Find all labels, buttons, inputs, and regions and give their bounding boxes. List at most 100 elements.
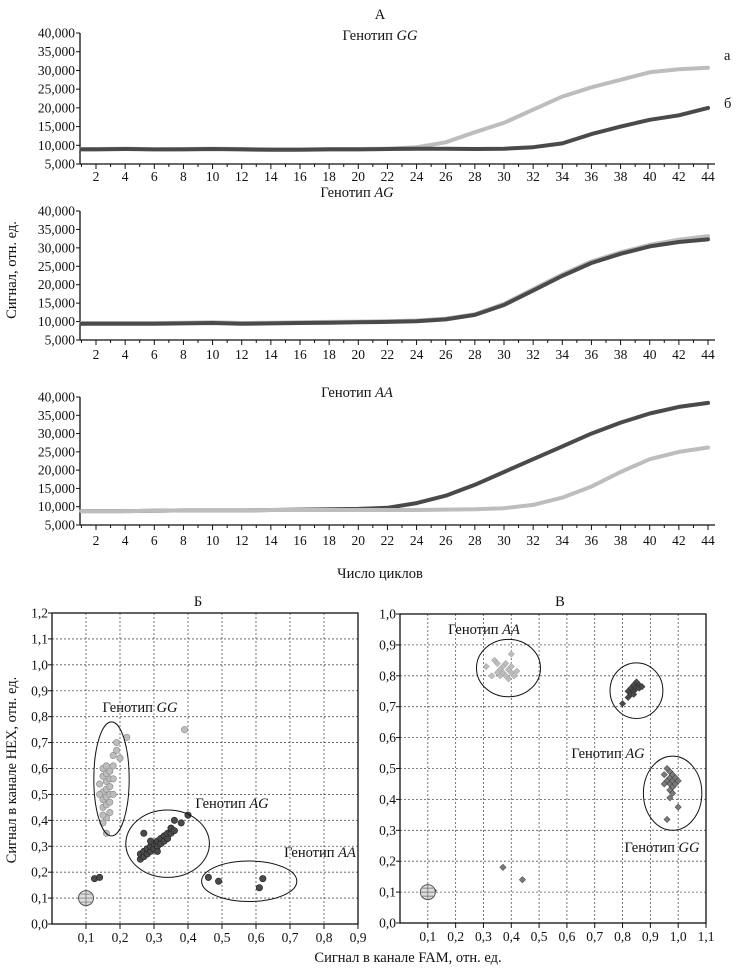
x-tick-label: 0,4 — [180, 930, 197, 945]
x-tick-label: 36 — [585, 169, 599, 184]
figure-b-label: Б — [194, 594, 202, 610]
x-tick-label: 24 — [410, 169, 424, 184]
x-tick-label: 10 — [206, 169, 220, 184]
x-tick-label: 40 — [643, 169, 657, 184]
x-tick-label: 22 — [381, 347, 395, 362]
y-tick-label: 30,000 — [38, 426, 75, 441]
x-tick-label: 14 — [264, 169, 278, 184]
y-tick-label: 5,000 — [45, 333, 76, 348]
x-tick-label: 24 — [410, 347, 424, 362]
x-tick-label: 12 — [235, 533, 249, 548]
y-tick-label: 5,000 — [45, 518, 76, 533]
x-tick-label: 6 — [151, 533, 158, 548]
data-point — [140, 829, 148, 837]
x-tick-label: 16 — [293, 533, 307, 548]
x-tick-label: 28 — [468, 169, 482, 184]
y-tick-label: 30,000 — [38, 63, 75, 78]
data-point — [638, 683, 646, 691]
scatter-chart-2: 0,1 0,2 0,3 0,4 0,5 0,6 0,7 0,8 0,9 1,0 1,1 0,0 0,1 0… — [379, 607, 714, 945]
data-point — [674, 803, 682, 811]
ntc-crosshair — [78, 890, 94, 906]
cluster-ellipse — [93, 721, 130, 837]
x-tick-label: 0,2 — [112, 930, 129, 945]
x-tick-label: 30 — [497, 169, 511, 184]
x-tick-label: 30 — [497, 347, 511, 362]
genotype-label: Генотип GG — [103, 700, 178, 716]
cluster-ellipse — [642, 755, 703, 831]
x-tick-label: 16 — [293, 169, 307, 184]
x-tick-label: 6 — [151, 169, 158, 184]
data-point — [255, 884, 263, 892]
x-tick-label: 2 — [93, 347, 100, 362]
x-tick-label: 0,9 — [642, 929, 659, 944]
data-point — [109, 752, 117, 760]
y-tick-label: 0,6 — [379, 730, 396, 745]
x-tick-label: 8 — [180, 169, 187, 184]
data-point — [177, 819, 185, 827]
y-tick-label: 0,3 — [379, 823, 396, 838]
x-tick-label: 12 — [235, 169, 249, 184]
cluster-ellipse — [201, 860, 298, 902]
y-tick-label: 15,000 — [38, 296, 75, 311]
x-tick-label: 44 — [701, 169, 715, 184]
y-tick-label: 0,5 — [379, 761, 396, 776]
y-tick-label: 40,000 — [38, 26, 75, 41]
y-tick-label: 0,9 — [379, 637, 396, 652]
x-tick-label: 34 — [556, 347, 570, 362]
x-tick-label: 10 — [206, 347, 220, 362]
y-tick-label: 25,000 — [38, 82, 75, 97]
data-point — [109, 762, 117, 770]
y-tick-label: 0,4 — [31, 813, 48, 828]
genotype-label: Генотип AA — [284, 845, 356, 861]
line-chart-3: Генотип AA 5,000 10,000 15,000 20,000 25,000 3… — [38, 385, 715, 548]
data-point — [482, 662, 490, 671]
data-point — [147, 837, 155, 845]
x-tick-label: 18 — [322, 169, 336, 184]
x-tick-label: 26 — [439, 533, 453, 548]
series-line-1 — [79, 400, 710, 514]
genotype-label: Генотип AG — [320, 185, 394, 201]
plot-frame — [399, 613, 707, 924]
data-point — [488, 672, 496, 680]
data-point — [669, 789, 677, 797]
x-tick-label: 40 — [643, 533, 657, 548]
y-tick-label: 20,000 — [38, 100, 75, 115]
y-tick-label: 35,000 — [38, 408, 75, 423]
genotype-label: Генотип AG — [571, 746, 645, 762]
y-tick-label: 0,9 — [31, 683, 48, 698]
data-point — [660, 780, 668, 788]
ntc-marker — [78, 890, 94, 907]
x-tick-label: 0,2 — [447, 929, 464, 944]
x-tick-label: 28 — [468, 533, 482, 548]
x-tick-label: 14 — [264, 533, 278, 548]
data-point — [510, 672, 518, 680]
x-tick-label: 4 — [122, 169, 129, 184]
x-tick-label: 42 — [672, 533, 686, 548]
x-tick-label: 22 — [381, 533, 395, 548]
y-tick-label: 0,8 — [379, 668, 396, 683]
cluster-ellipse — [609, 662, 664, 719]
data-point — [660, 771, 668, 779]
data-point — [493, 669, 501, 677]
data-point — [504, 675, 513, 683]
genotype-label: Генотип GG — [625, 840, 700, 856]
data-point — [499, 863, 507, 871]
x-tick-label: 1,0 — [670, 929, 687, 944]
y-tick-label: 40,000 — [38, 204, 75, 219]
figure-a-ylabel: Сигнал, отн. ед. — [4, 221, 20, 319]
data-point — [259, 875, 267, 883]
y-tick-label: 5,000 — [45, 157, 76, 172]
figure-a-xlabel: Число циклов — [337, 566, 423, 582]
x-tick-label: 26 — [439, 347, 453, 362]
x-tick-label: 8 — [180, 533, 187, 548]
y-tick-label: 0,2 — [31, 865, 48, 880]
x-tick-label: 36 — [585, 533, 599, 548]
x-tick-label: 34 — [556, 533, 570, 548]
cluster-ellipse — [476, 638, 541, 698]
ntc-marker — [419, 884, 436, 901]
y-tick-label: 20,000 — [38, 463, 75, 478]
x-tick-label: 0,6 — [248, 930, 265, 945]
data-point — [102, 762, 110, 770]
x-tick-label: 32 — [526, 533, 540, 548]
